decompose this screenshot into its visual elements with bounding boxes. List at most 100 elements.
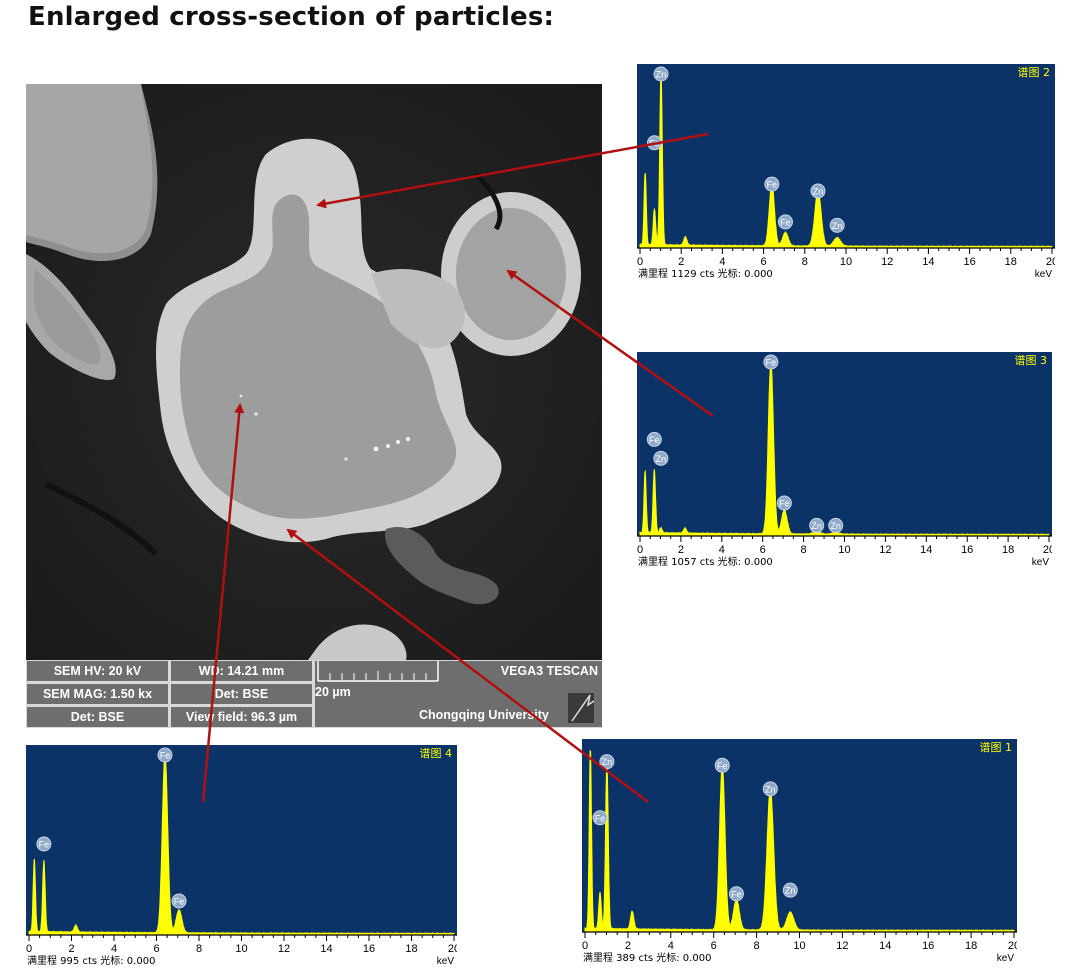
scale-bar-label: 20 µm [315,685,351,699]
peak-label-zn: Zn [599,754,615,770]
x-tick-label: 20 [448,943,457,955]
eds-spectrum-3: Fe Zn Fe Fe Zn Zn 谱图 3 0 2 4 6 8 10 12 14 16 18 20 满里程 105… [637,352,1052,570]
peak-label-zn: Zn [809,517,825,533]
spectrum-footer: 满里程 389 cts 光标: 0.000 [583,951,711,964]
x-tick-label: 0 [582,940,588,952]
peak-label-zn: Zn [810,183,826,199]
x-tick-label: 2 [625,940,631,952]
x-tick-label: 14 [922,256,934,268]
svg-text:Zn: Zn [832,221,843,231]
peak-label-zn: Zn [829,217,845,233]
x-tick-label: 10 [840,256,852,268]
peak-label-zn: Zn [653,450,669,466]
svg-text:Fe: Fe [767,180,778,190]
peak-label-fe: Fe [776,495,792,511]
svg-text:Fe: Fe [174,896,185,906]
x-axis-unit: keV [1032,557,1050,568]
x-tick-label: 8 [196,943,202,955]
sem-image [26,84,602,660]
x-tick-label: 4 [111,943,117,955]
spectrum-svg: Fe Fe Fe 谱图 4 0 2 4 6 8 10 12 14 16 18 20 满里程 995 cts 光… [26,745,457,967]
peak-label-fe: Fe [777,214,793,230]
x-tick-label: 8 [801,544,807,556]
spectrum-footer: 满里程 1057 cts 光标: 0.000 [638,555,773,568]
sem-data-bar: SEM HV: 20 kV WD: 14.21 mm SEM MAG: 1.50… [26,660,602,728]
peak-label-zn: Zn [782,882,798,898]
x-tick-label: 18 [1002,544,1014,556]
x-tick-label: 6 [711,940,717,952]
peak-label-fe: Fe [646,135,662,151]
svg-text:Zn: Zn [765,784,776,794]
x-tick-label: 14 [879,940,891,952]
x-tick-label: 2 [678,544,684,556]
svg-text:Zn: Zn [785,886,796,896]
x-tick-label: 8 [802,256,808,268]
sem-view-field-label: View field: 96.3 µm [171,707,312,727]
x-tick-label: 4 [668,940,674,952]
eds-spectrum-1: Zn Fe Fe Fe Zn Zn 谱图 1 0 2 4 6 8 10 12 14 16 18 20 满里程 389… [582,739,1017,966]
svg-text:Fe: Fe [160,751,171,761]
peak-label-fe: Fe [157,747,173,763]
x-tick-label: 0 [26,943,32,955]
x-tick-label: 10 [235,943,247,955]
x-tick-label: 10 [838,544,850,556]
spectrum-title: 谱图 4 [420,746,453,760]
x-tick-label: 12 [879,544,891,556]
svg-text:Zn: Zn [813,186,824,196]
x-tick-label: 2 [68,943,74,955]
spectrum-title: 谱图 2 [1018,65,1051,79]
sem-mag-label: SEM MAG: 1.50 kx [27,684,168,704]
tescan-logo [568,693,595,723]
peak-label-fe: Fe [592,810,608,826]
peak-label-fe: Fe [36,836,52,852]
svg-text:Fe: Fe [780,217,791,227]
x-tick-label: 18 [1005,256,1017,268]
spectrum-trace [584,750,1015,933]
spectrum-footer: 满里程 1129 cts 光标: 0.000 [638,267,773,280]
x-axis-unit: keV [437,956,455,967]
svg-text:Fe: Fe [595,813,606,823]
x-tick-label: 6 [153,943,159,955]
spectrum-plot-area [26,745,457,935]
x-tick-label: 12 [881,256,893,268]
x-tick-label: 0 [637,544,643,556]
x-tick-label: 8 [754,940,760,952]
x-tick-label: 16 [363,943,375,955]
peak-label-fe: Fe [171,893,187,909]
x-tick-label: 18 [405,943,417,955]
x-axis-unit: keV [997,953,1015,964]
x-tick-label: 16 [963,256,975,268]
x-tick-label: 16 [922,940,934,952]
spectrum-svg: Zn Fe Fe Fe Zn Zn 谱图 1 0 2 4 6 8 10 12 14 16 18 20 满里程 389… [582,739,1017,964]
svg-text:Fe: Fe [731,889,742,899]
x-tick-label: 20 [1046,256,1055,268]
svg-text:Fe: Fe [39,840,50,850]
spectrum-svg: Fe Zn Fe Fe Zn Zn 谱图 3 0 2 4 6 8 10 12 14 16 18 20 满里程 105… [637,352,1052,568]
sem-hv-label: SEM HV: 20 kV [27,661,168,681]
x-tick-label: 6 [761,256,767,268]
eds-spectrum-4: Fe Fe Fe 谱图 4 0 2 4 6 8 10 12 14 16 18 20 满里程 995 cts 光… [26,745,457,969]
peak-label-zn: Zn [653,66,669,82]
spectrum-svg: Zn Fe Fe Fe Zn Zn 谱图 2 0 2 4 6 8 10 12 14 16 18 20 满里程 112… [637,64,1055,280]
spectrum-footer: 满里程 995 cts 光标: 0.000 [27,954,155,967]
spectrum-title: 谱图 3 [1015,353,1048,367]
x-tick-label: 10 [793,940,805,952]
peak-label-fe: Fe [714,757,730,773]
spectrum-plot-area [582,739,1017,932]
x-tick-label: 12 [278,943,290,955]
x-tick-label: 14 [320,943,332,955]
sem-wd-label: WD: 14.21 mm [171,661,312,681]
x-tick-label: 2 [678,256,684,268]
sem-info-panel: 20 µm VEGA3 TESCAN Chongqing University [315,661,602,727]
spectrum-trace [28,756,455,936]
peak-label-fe: Fe [763,354,779,370]
x-tick-label: 18 [965,940,977,952]
x-axis-unit: keV [1035,269,1053,280]
peak-label-zn: Zn [828,517,844,533]
page-title: Enlarged cross-section of particles: [28,2,555,32]
svg-text:Zn: Zn [602,757,613,767]
sem-micrograph: SEM HV: 20 kV WD: 14.21 mm SEM MAG: 1.50… [26,84,602,728]
svg-text:Zn: Zn [811,521,822,531]
svg-text:Fe: Fe [779,499,790,509]
scale-bar [317,661,439,682]
